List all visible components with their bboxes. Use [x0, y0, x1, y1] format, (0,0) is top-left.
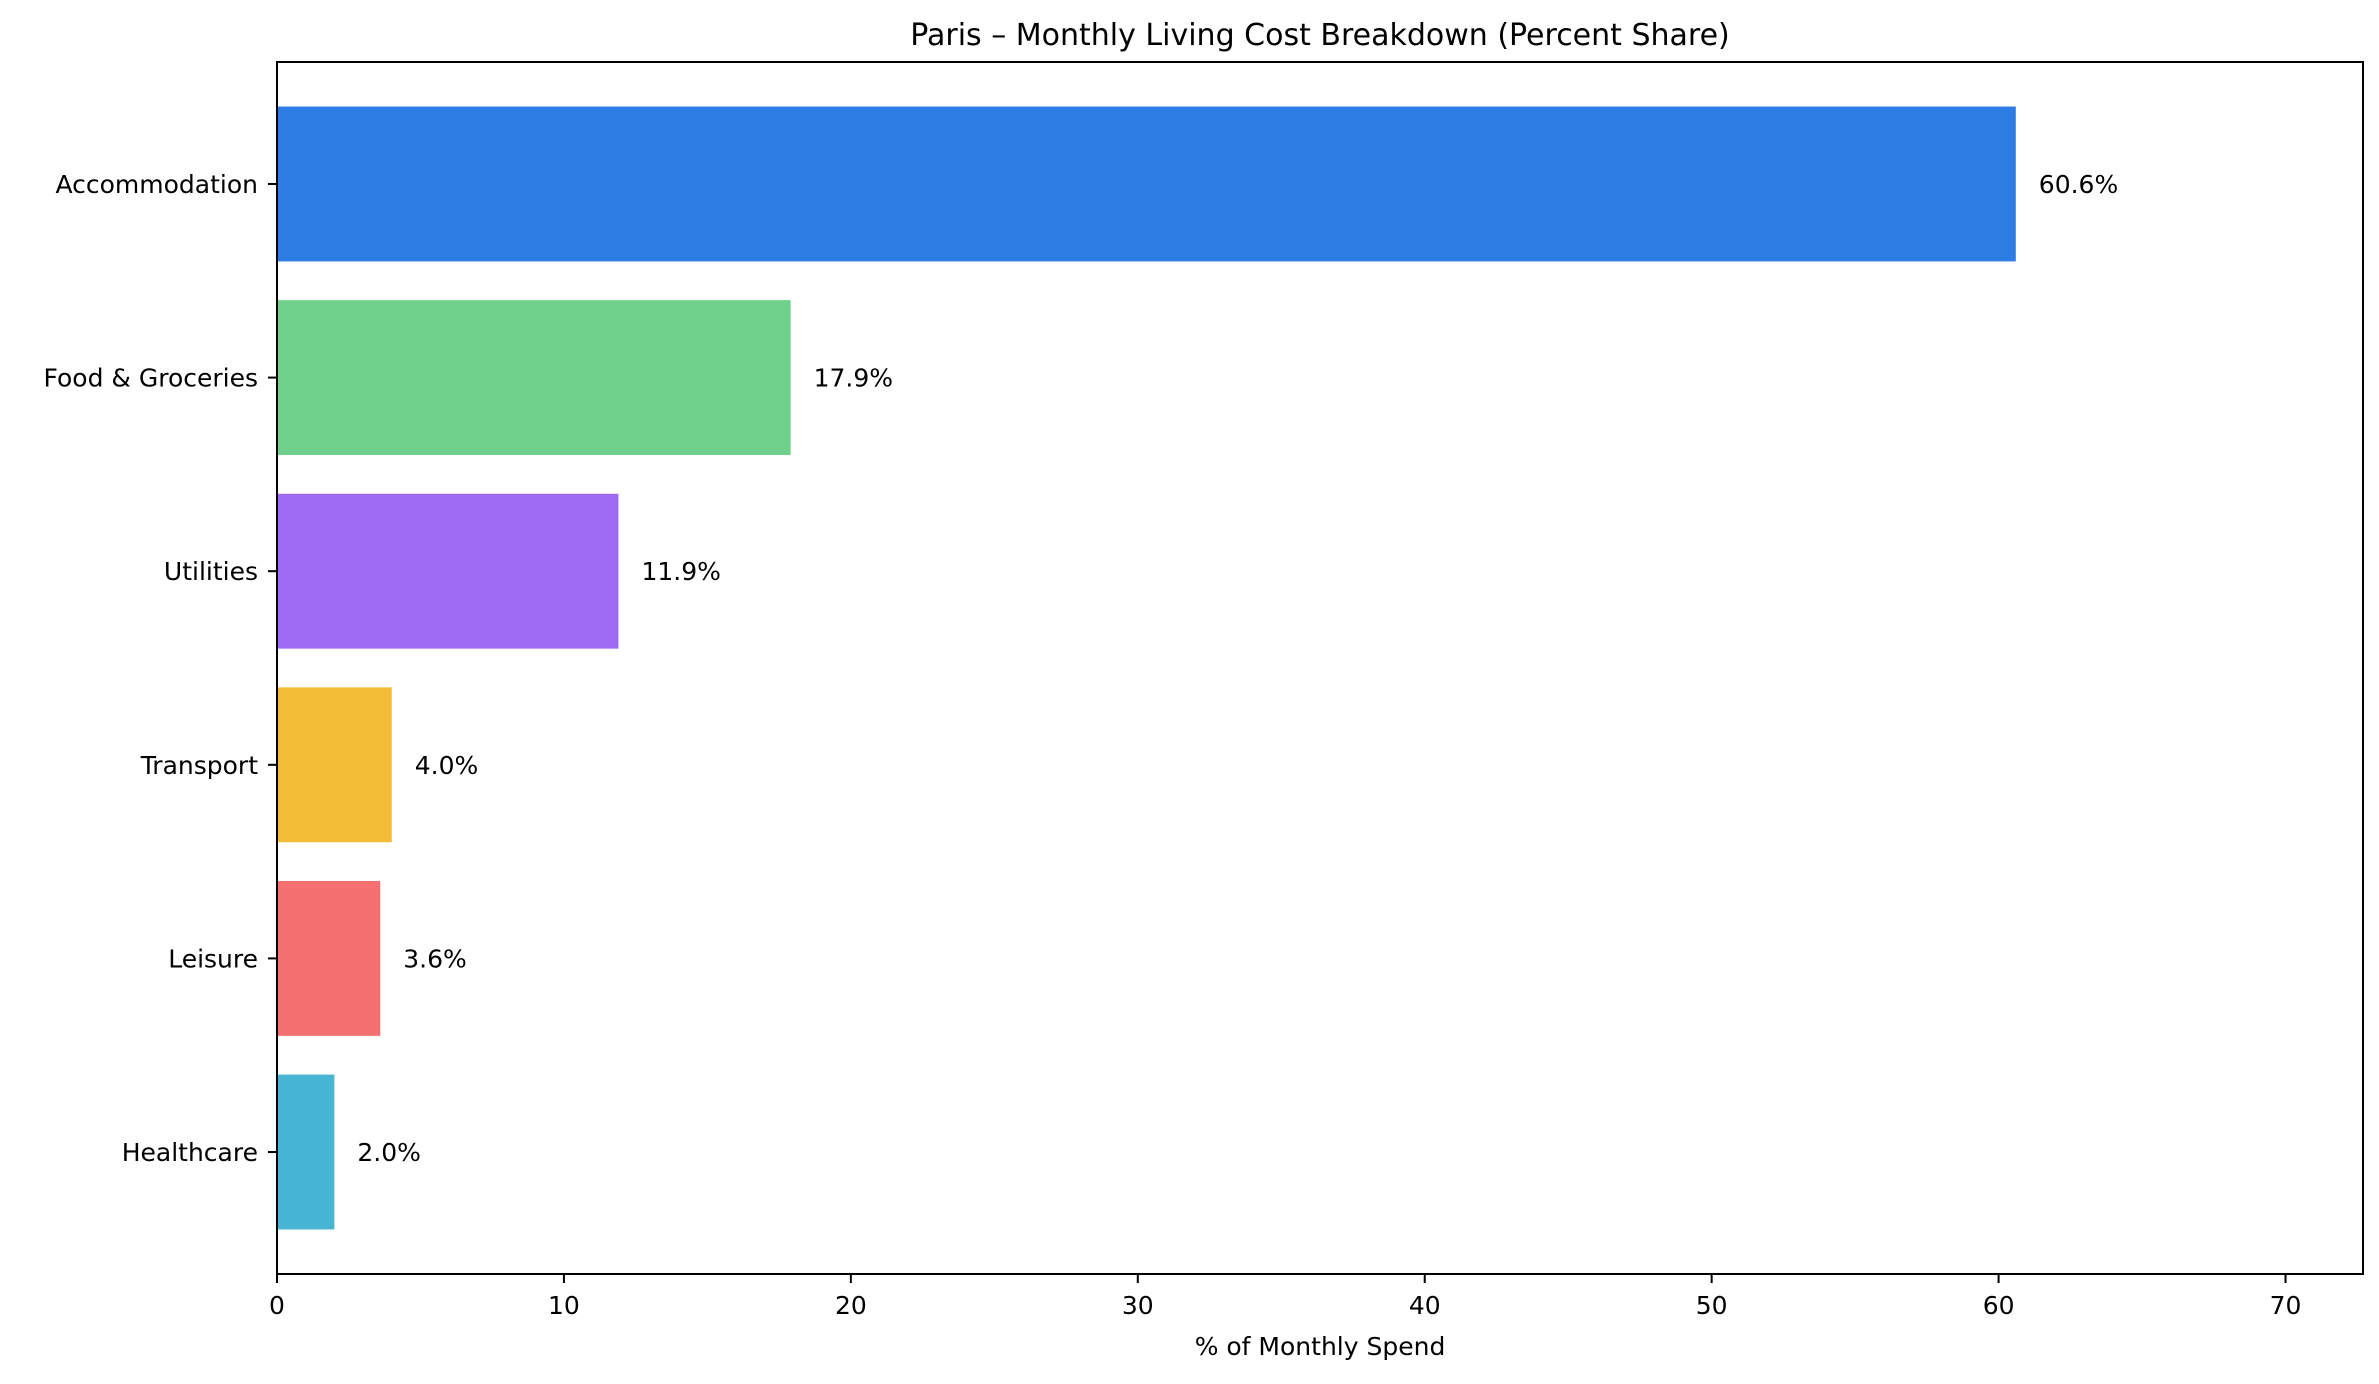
value-label-utilities: 11.9% [641, 557, 720, 586]
y-tick-label-healthcare: Healthcare [122, 1138, 258, 1167]
y-tick-label-food-groceries: Food & Groceries [44, 364, 259, 393]
x-tick-label-0: 0 [269, 1291, 285, 1320]
x-tick-label-30: 30 [1122, 1291, 1154, 1320]
bar-utilities [277, 493, 619, 649]
y-tick-label-transport: Transport [140, 751, 259, 780]
bar-healthcare [277, 1074, 335, 1230]
x-tick-label-60: 60 [1983, 1291, 2015, 1320]
x-tick-label-20: 20 [835, 1291, 867, 1320]
bars-layer: 60.6% 17.9% 11.9% 4.0% 3.6% 2.0% [277, 106, 2118, 1230]
plot-frame [276, 61, 2364, 1275]
x-tick-label-40: 40 [1409, 1291, 1441, 1320]
value-label-transport: 4.0% [415, 751, 479, 780]
bar-food-groceries [277, 300, 791, 456]
value-label-healthcare: 2.0% [357, 1138, 421, 1167]
y-tick-label-utilities: Utilities [164, 557, 258, 586]
x-tick-label-70: 70 [2270, 1291, 2302, 1320]
bar-transport [277, 687, 392, 843]
chart-title: Paris – Monthly Living Cost Breakdown (P… [910, 18, 1729, 53]
y-tick-label-leisure: Leisure [168, 944, 258, 973]
bar-leisure [277, 880, 381, 1036]
value-label-leisure: 3.6% [403, 944, 467, 973]
ticks-layer: Accommodation Food & Groceries Utilities Tr… [44, 170, 2302, 1320]
x-tick-label-50: 50 [1696, 1291, 1728, 1320]
y-tick-label-accommodation: Accommodation [55, 170, 258, 199]
x-tick-label-10: 10 [548, 1291, 580, 1320]
value-label-food-groceries: 17.9% [814, 364, 893, 393]
value-label-accommodation: 60.6% [2039, 170, 2118, 199]
bar-accommodation [277, 106, 2016, 262]
x-axis-label: % of Monthly Spend [1195, 1332, 1446, 1361]
